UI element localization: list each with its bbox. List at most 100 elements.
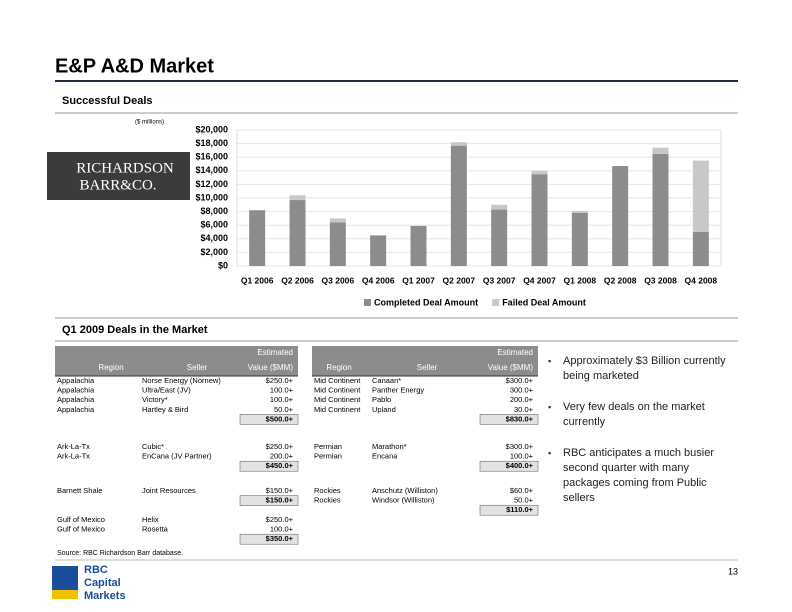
table-cell: Norse Energy (Nornew) (142, 376, 221, 385)
table-cell: Anschutz (Williston) (372, 486, 438, 495)
bar-segment (249, 210, 266, 266)
table-cell: Marathon* (372, 442, 407, 451)
header-cell: Value ($MM) (488, 363, 534, 372)
table-cell: Rockies (314, 496, 341, 505)
table-header (55, 346, 298, 376)
x-tick-label: Q4 2008 (685, 275, 718, 285)
slide-title: E&P A&D Market (55, 55, 214, 77)
header-cell: Estimated (497, 348, 533, 357)
y-tick-label: $18,000 (195, 138, 228, 148)
table-cell: 50.0+ (274, 405, 294, 414)
y-tick-label: $20,000 (195, 124, 228, 134)
table-cell: Mid Continent (314, 395, 361, 404)
x-tick-label: Q2 2007 (443, 275, 476, 285)
bar-segment (329, 218, 346, 223)
table-cell: 200.0+ (270, 452, 294, 461)
x-tick-label: Q3 2007 (483, 275, 516, 285)
table-cell: 200.0+ (510, 395, 534, 404)
footer-logo-text: Capital (84, 577, 121, 589)
footer-logo-text: RBC (84, 564, 108, 576)
bullet-item: Approximately $3 Billion currently being… (548, 354, 728, 384)
x-tick-label: Q1 2006 (241, 275, 274, 285)
table-cell: Ark-La-Tx (57, 442, 90, 451)
bar-segment (692, 232, 709, 266)
table-cell: Permian (314, 442, 342, 451)
table-cell: Appalachia (57, 376, 95, 385)
total-cell (479, 414, 539, 425)
footer-logo-text: Markets (84, 590, 126, 602)
table-cell: Appalachia (57, 395, 95, 404)
table-cell: Pablo (372, 395, 391, 404)
y-tick-label: $14,000 (195, 165, 228, 175)
bar-segment (450, 145, 467, 266)
y-tick-label: $8,000 (200, 206, 228, 216)
legend-label: Failed Deal Amount (502, 297, 586, 307)
table-cell: Ark-La-Tx (57, 452, 90, 461)
total-value: $400.0+ (506, 461, 534, 470)
total-value: $450.0+ (266, 461, 294, 470)
table-cell: Mid Continent (314, 386, 361, 395)
header-cell: Region (98, 363, 123, 372)
bar-segment (571, 212, 588, 266)
bar-segment (652, 153, 669, 266)
bar-segment (571, 210, 588, 213)
total-cell (479, 460, 539, 472)
table-cell: Gulf of Mexico (57, 525, 105, 534)
table-cell: Barnett Shale (57, 486, 102, 495)
table-cell: Upland (372, 405, 396, 414)
bar-segment (531, 174, 548, 266)
table-cell: Permian (314, 452, 342, 461)
bullet-list: Approximately $3 Billion currently being… (548, 354, 728, 522)
y-tick-label: $2,000 (200, 247, 228, 257)
bar-segment (612, 166, 629, 266)
total-cell (239, 414, 299, 425)
total-value: $830.0+ (506, 414, 534, 423)
x-tick-label: Q1 2007 (402, 275, 435, 285)
section-heading: Q1 2009 Deals in the Market (62, 324, 208, 336)
table-cell: Ultra/East (JV) (142, 386, 191, 395)
table-cell: $150.0+ (266, 486, 294, 495)
table-cell: Mid Continent (314, 405, 361, 414)
bar-segment (370, 235, 387, 266)
total-value: $110.0+ (506, 505, 534, 514)
table-cell: $60.0+ (510, 486, 534, 495)
bar-segment (289, 200, 306, 266)
total-value: $150.0+ (266, 496, 294, 505)
x-tick-label: Q4 2007 (523, 275, 556, 285)
source-note: Source: RBC Richardson Barr database. (57, 550, 183, 557)
table-cell: Panther Energy (372, 386, 424, 395)
bar-segment (531, 170, 548, 175)
table-cell: 30.0+ (514, 405, 534, 414)
table-cell: $300.0+ (506, 442, 534, 451)
table-cell: 50.0+ (514, 496, 534, 505)
header-cell: Region (326, 363, 351, 372)
x-tick-label: Q3 2006 (322, 275, 355, 285)
table-cell: Joint Resources (142, 486, 196, 495)
table-cell: $250.0+ (266, 442, 294, 451)
table-cell: Hartley & Bird (142, 405, 188, 414)
table-cell: Rosetta (142, 525, 169, 534)
header-cell: Seller (187, 363, 208, 372)
table-cell: $300.0+ (506, 376, 534, 385)
table-cell: $250.0+ (266, 376, 294, 385)
table-cell: 100.0+ (270, 395, 294, 404)
table-cell: 100.0+ (510, 452, 534, 461)
table-cell: Encana (372, 452, 398, 461)
header-cell: Estimated (257, 348, 293, 357)
bar-segment (450, 142, 467, 146)
x-tick-label: Q1 2008 (564, 275, 597, 285)
table-cell: Appalachia (57, 405, 95, 414)
table-cell: 300.0+ (510, 386, 534, 395)
x-tick-label: Q4 2006 (362, 275, 395, 285)
bar-segment (289, 195, 306, 201)
y-tick-label: $10,000 (195, 192, 228, 202)
table-cell: Victory* (142, 395, 168, 404)
table-cell: Gulf of Mexico (57, 515, 105, 524)
total-value: $500.0+ (266, 414, 294, 423)
bar-segment (491, 204, 508, 210)
total-cell (239, 533, 299, 545)
y-tick-label: $6,000 (200, 220, 228, 230)
y-tick-label: $4,000 (200, 233, 228, 243)
total-cell (239, 495, 299, 506)
